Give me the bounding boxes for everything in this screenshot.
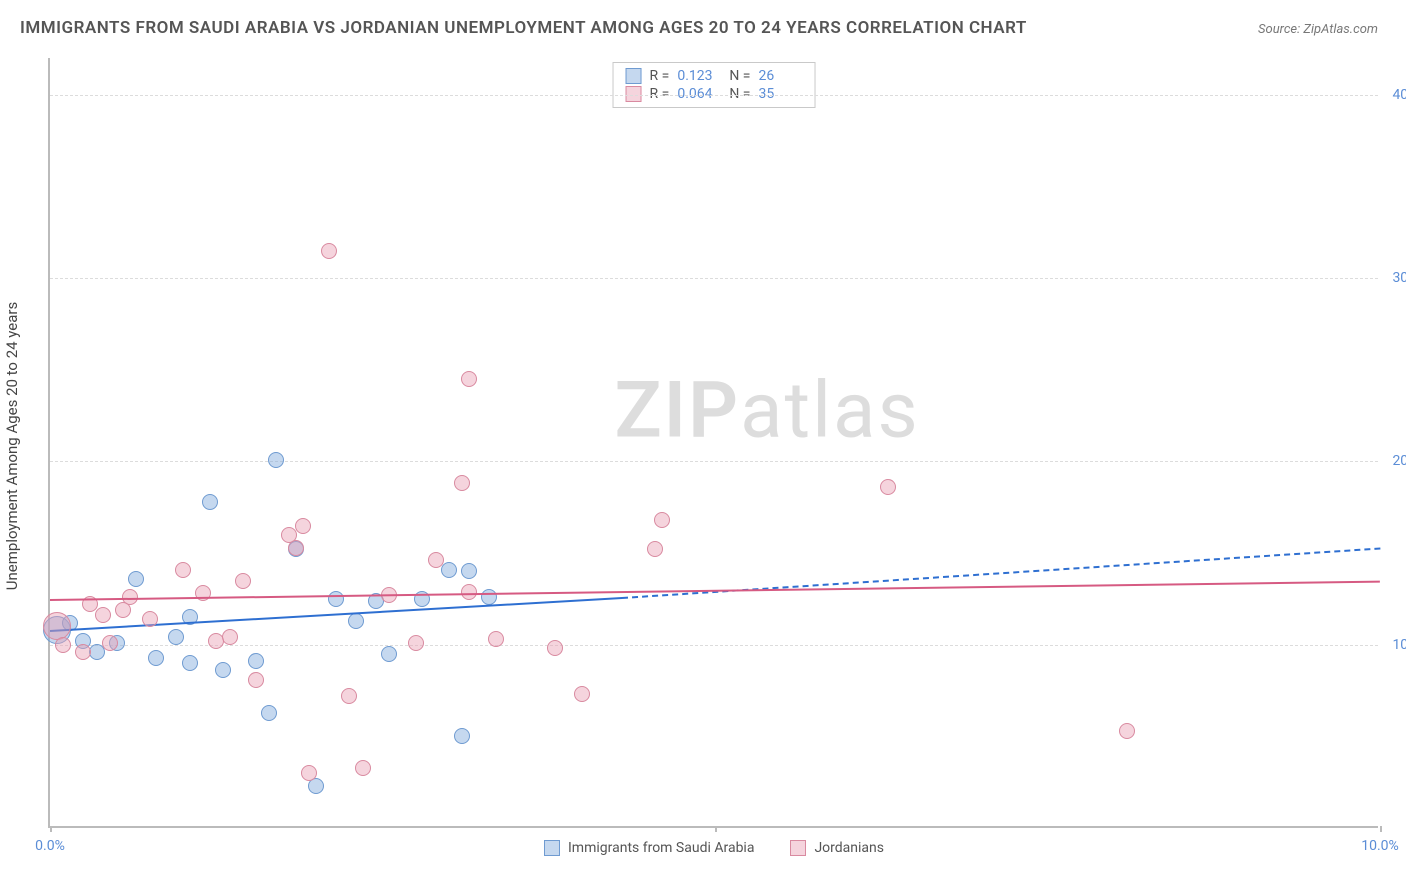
data-point	[341, 688, 357, 704]
data-point	[55, 637, 71, 653]
data-point	[295, 518, 311, 534]
data-point	[355, 760, 371, 776]
legend-row: R = 0.123 N = 26	[626, 67, 803, 85]
data-point	[175, 562, 191, 578]
data-point	[654, 512, 670, 528]
data-point	[488, 631, 504, 647]
data-point	[301, 765, 317, 781]
data-point	[102, 635, 118, 651]
legend-item: Immigrants from Saudi Arabia	[544, 840, 754, 856]
data-point	[142, 611, 158, 627]
data-point	[461, 584, 477, 600]
data-point	[381, 646, 397, 662]
data-point	[428, 552, 444, 568]
y-tick-label: 40.0%	[1392, 87, 1406, 103]
data-point	[248, 672, 264, 688]
y-tick-label: 10.0%	[1392, 637, 1406, 653]
data-point	[148, 650, 164, 666]
chart-title: IMMIGRANTS FROM SAUDI ARABIA VS JORDANIA…	[20, 18, 1027, 38]
watermark-atlas: atlas	[740, 366, 920, 457]
legend-r-value: 0.123	[677, 68, 721, 84]
correlation-legend: R =0.123N =26R =0.064N =35	[613, 62, 816, 108]
data-point	[461, 371, 477, 387]
legend-swatch	[790, 840, 806, 856]
data-point	[441, 562, 457, 578]
data-point	[128, 571, 144, 587]
legend-n-value: 26	[758, 68, 802, 84]
data-point	[75, 644, 91, 660]
watermark: ZIPatlas	[614, 366, 919, 457]
x-tick-mark	[715, 826, 717, 832]
data-point	[115, 602, 131, 618]
legend-series-name: Immigrants from Saudi Arabia	[568, 840, 754, 856]
data-point	[95, 607, 111, 623]
gridline	[50, 461, 1378, 462]
data-point	[235, 573, 251, 589]
data-point	[182, 655, 198, 671]
y-tick-label: 20.0%	[1392, 453, 1406, 469]
data-point	[348, 613, 364, 629]
data-point	[261, 705, 277, 721]
data-point	[202, 494, 218, 510]
data-point	[268, 452, 284, 468]
x-tick-label: 0.0%	[35, 838, 65, 854]
data-point	[408, 635, 424, 651]
y-tick-label: 30.0%	[1392, 270, 1406, 286]
x-tick-label: 10.0%	[1361, 838, 1399, 854]
data-point	[574, 686, 590, 702]
scatter-plot-area: ZIPatlas R =0.123N =26R =0.064N =35 Immi…	[48, 58, 1378, 828]
legend-r-label: R =	[650, 68, 670, 84]
data-point	[461, 563, 477, 579]
legend-swatch	[544, 840, 560, 856]
data-point	[454, 475, 470, 491]
legend-n-label: N =	[729, 68, 750, 84]
data-point	[222, 629, 238, 645]
data-point	[647, 541, 663, 557]
legend-item: Jordanians	[790, 840, 884, 856]
legend-swatch	[626, 68, 642, 84]
x-tick-mark	[50, 826, 52, 832]
data-point	[288, 540, 304, 556]
data-point	[1119, 723, 1135, 739]
data-point	[168, 629, 184, 645]
data-point	[547, 640, 563, 656]
data-point	[248, 653, 264, 669]
gridline	[50, 645, 1378, 646]
series-legend: Immigrants from Saudi Arabia Jordanians	[544, 840, 884, 856]
legend-series-name: Jordanians	[814, 840, 884, 856]
data-point	[328, 591, 344, 607]
x-tick-mark	[1380, 826, 1382, 832]
data-point	[880, 479, 896, 495]
data-point	[215, 662, 231, 678]
data-point	[43, 612, 71, 640]
gridline	[50, 95, 1378, 96]
gridline	[50, 278, 1378, 279]
data-point	[454, 728, 470, 744]
data-point	[321, 243, 337, 259]
watermark-zip: ZIP	[614, 366, 740, 457]
data-point	[481, 589, 497, 605]
source-attribution: Source: ZipAtlas.com	[1258, 22, 1378, 37]
y-axis-label: Unemployment Among Ages 20 to 24 years	[3, 302, 21, 590]
